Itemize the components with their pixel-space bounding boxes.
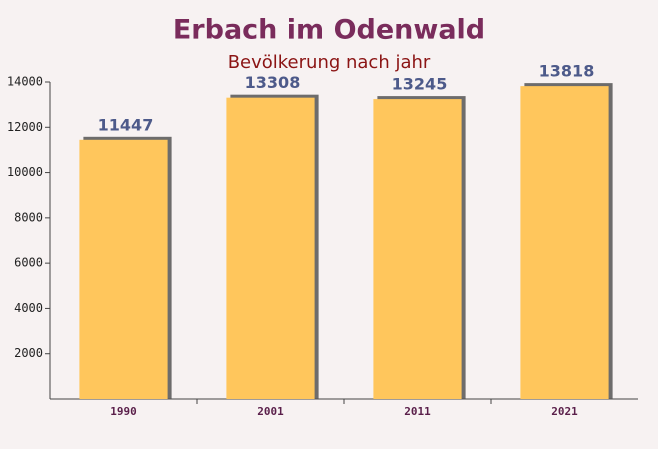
y-tick-label: 10000 [7,165,43,179]
bar [226,97,315,399]
y-tick-label: 6000 [14,256,43,270]
x-tick-label: 2021 [551,405,578,418]
y-tick-label: 8000 [14,210,43,224]
bar [520,86,609,399]
y-tick-label: 2000 [14,346,43,360]
bar [79,139,168,399]
value-label: 13308 [245,73,301,92]
chart-subtitle: Bevölkerung nach jahr [228,52,431,73]
y-tick-label: 12000 [7,120,43,134]
x-tick-label: 1990 [110,405,137,418]
chart-title: Erbach im Odenwald [173,15,485,46]
value-label: 13245 [392,75,448,94]
y-tick-label: 4000 [14,301,43,315]
value-label: 13818 [539,62,595,81]
bar [373,99,462,399]
value-label: 11447 [98,115,154,134]
x-tick-label: 2001 [257,405,284,418]
x-tick-label: 2011 [404,405,431,418]
y-tick-label: 14000 [7,75,43,89]
